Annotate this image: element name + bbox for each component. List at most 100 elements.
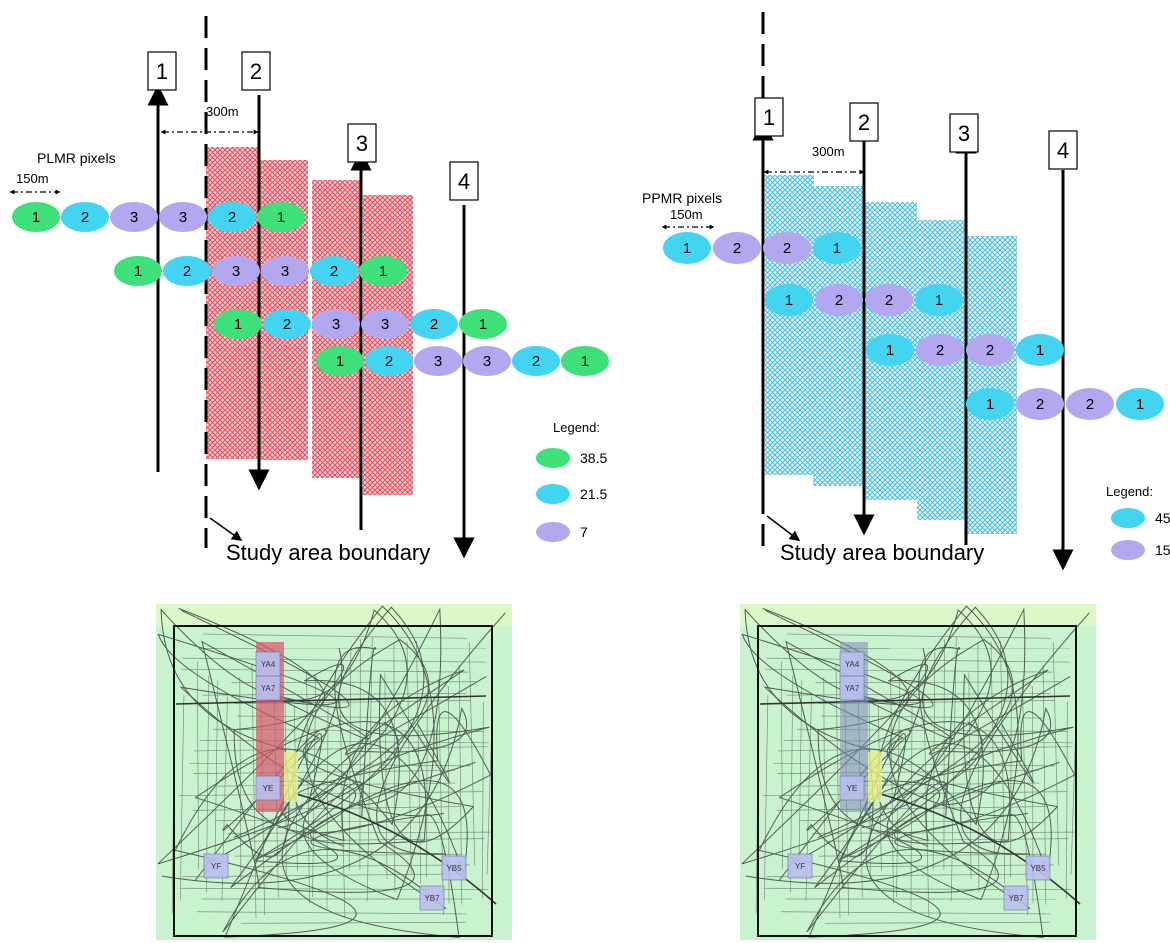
map-highlight-patch <box>868 752 882 802</box>
pixel <box>263 309 311 339</box>
pixel-class: 2 <box>733 240 741 257</box>
swath-2 <box>813 186 865 486</box>
flight-number-2: 2 <box>250 59 262 84</box>
pixel <box>261 256 309 286</box>
flight-number-box <box>949 113 979 153</box>
pixel <box>12 202 60 232</box>
pixel <box>813 232 861 264</box>
pixel-class: 2 <box>936 342 944 359</box>
flight-number-1: 1 <box>763 105 775 130</box>
pixel-class: 2 <box>183 263 191 280</box>
site-label: YB7 <box>424 894 440 903</box>
pixel <box>713 232 761 264</box>
map-highlight-patch <box>284 752 298 802</box>
pixel <box>865 284 913 316</box>
flight-number-4: 4 <box>458 169 470 194</box>
site-box <box>203 853 229 879</box>
site-label: YB5 <box>1030 864 1046 873</box>
site-box <box>1003 885 1029 911</box>
plmr-flight-lines: 1 2 3 4 <box>147 51 479 559</box>
pixel-class: 1 <box>32 209 40 226</box>
map-study-area-boundary <box>757 625 1077 937</box>
swath-1 <box>765 175 814 475</box>
map-creeks <box>741 605 1090 938</box>
pixel <box>1016 334 1064 366</box>
site-label: YB7 <box>1008 894 1024 903</box>
flight-number-box <box>147 51 177 91</box>
pixel <box>361 309 409 339</box>
flight-number-1: 1 <box>156 59 168 84</box>
ppmr-legend: 45 15 <box>1111 508 1170 560</box>
pixel-class: 3 <box>381 316 389 333</box>
pixel <box>310 256 358 286</box>
site-label: YB5 <box>446 864 462 873</box>
pixel-class: 2 <box>885 292 893 309</box>
ppmr-pixel-rows: 1 2 2 1 1 2 2 1 1 2 2 1 1 2 2 1 <box>663 232 1164 420</box>
boundary-label: Study area boundary <box>780 540 984 565</box>
pixel-class: 3 <box>281 263 289 280</box>
pixel <box>1016 388 1064 420</box>
flight-number-box <box>1048 130 1078 170</box>
pixel <box>463 346 511 376</box>
map-highway <box>175 695 487 705</box>
site-label: YE <box>263 784 274 793</box>
map-fringe <box>156 604 512 626</box>
pixel <box>365 346 413 376</box>
legend-value: 21.5 <box>580 486 607 502</box>
legend-swatch <box>536 448 570 468</box>
pixel-class: 1 <box>1036 342 1044 359</box>
flight-number-3: 3 <box>356 131 368 156</box>
pixel <box>159 202 207 232</box>
spacing-label: 300m <box>812 144 845 159</box>
map-highway <box>759 695 1071 705</box>
pixel <box>163 256 211 286</box>
map-fringe <box>740 604 1096 626</box>
pixel-class: 3 <box>483 353 491 370</box>
plmr-legend: 38.5 21.5 7 <box>536 448 607 542</box>
plmr-coverage-map: YA4 YA7 YE YF YB5 YB7 <box>156 604 512 940</box>
pixel-class: 3 <box>232 263 240 280</box>
pixel <box>316 346 364 376</box>
map-highway <box>295 793 497 905</box>
pixel-class: 2 <box>330 263 338 280</box>
pixel-size-label: 150m <box>16 171 49 186</box>
flight-number-box <box>347 123 377 163</box>
pixel-class: 3 <box>130 209 138 226</box>
pixel-class: 3 <box>179 209 187 226</box>
legend-title: Legend: <box>553 420 600 435</box>
pixel-class: 2 <box>81 209 89 226</box>
pixel <box>114 256 162 286</box>
site-box <box>441 855 467 881</box>
pixel-class: 1 <box>134 263 142 280</box>
site-label: YF <box>211 862 221 871</box>
ppmr-swaths <box>765 175 1017 534</box>
pixel-class: 1 <box>785 292 793 309</box>
pixel-class: 1 <box>479 316 487 333</box>
pixel <box>61 202 109 232</box>
pixel-class: 1 <box>833 240 841 257</box>
pixel <box>359 256 407 286</box>
ppmr-flight-lines: 1 2 3 4 <box>752 97 1078 571</box>
pixel <box>459 309 507 339</box>
site-box <box>839 675 865 701</box>
pixel <box>663 232 711 264</box>
pixel <box>966 334 1014 366</box>
pixel-class: 2 <box>228 209 236 226</box>
map-study-area-boundary <box>173 625 493 937</box>
pixel-size-label: 150m <box>670 207 703 222</box>
legend-swatch <box>536 484 570 504</box>
pixel-class: 1 <box>683 240 691 257</box>
pixel-class: 2 <box>1086 396 1094 413</box>
flight-number-4: 4 <box>1057 138 1069 163</box>
pixel <box>214 309 262 339</box>
spacing-label: 300m <box>206 104 239 119</box>
flight-number-box <box>849 102 879 142</box>
ppmr-coverage-map: YA4 YA7 YE YF YB5 YB7 <box>740 604 1096 940</box>
legend-title: Legend: <box>1106 484 1153 499</box>
pixel-class: 2 <box>430 316 438 333</box>
site-label: YA4 <box>845 660 860 669</box>
pixel <box>1066 388 1114 420</box>
site-label: YF <box>795 862 805 871</box>
flight-number-2: 2 <box>858 110 870 135</box>
